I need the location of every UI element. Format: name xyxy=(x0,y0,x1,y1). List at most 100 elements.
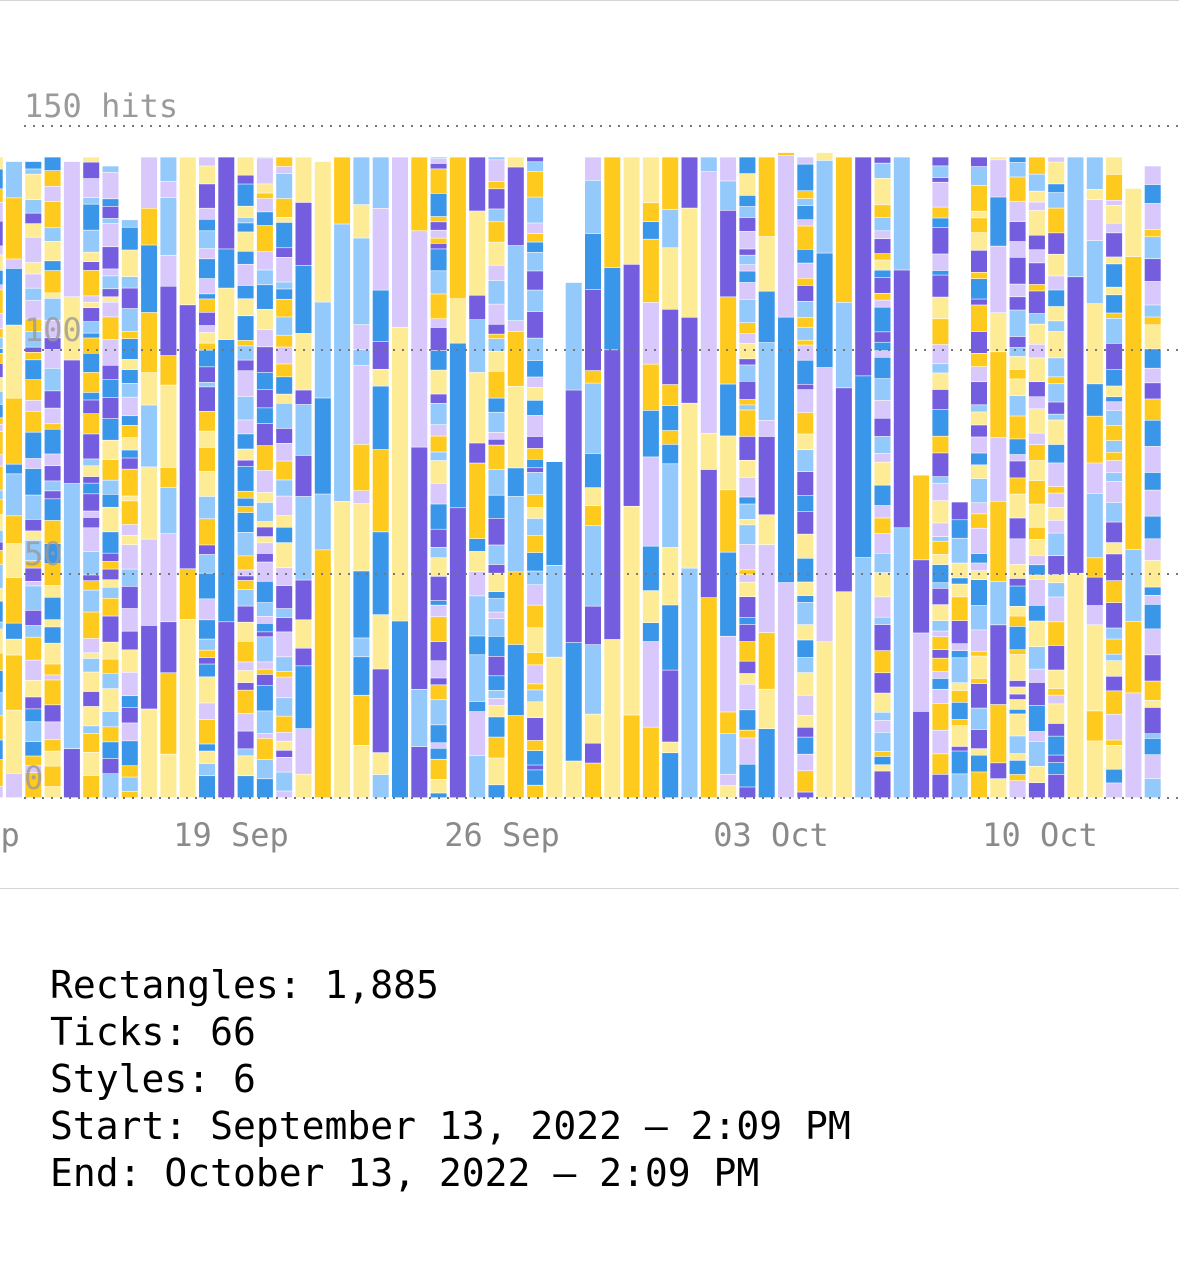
bar-segment xyxy=(276,791,293,798)
bar-segment xyxy=(971,729,987,749)
bar-segment xyxy=(1048,331,1065,358)
bar-segment xyxy=(1086,493,1103,558)
bar-segment xyxy=(276,282,293,289)
bar-segment xyxy=(758,436,775,515)
bar-segment xyxy=(469,596,486,636)
bar-segment xyxy=(700,433,717,470)
bar-segment xyxy=(102,276,119,289)
bar-segment xyxy=(1048,736,1065,755)
bar-segment xyxy=(0,202,3,221)
bar-segment xyxy=(199,471,215,497)
bar-segment xyxy=(951,774,968,798)
bar-segment xyxy=(1106,425,1123,441)
bar-segment xyxy=(1144,166,1161,185)
bar-segment xyxy=(1048,755,1065,763)
bar-segment xyxy=(44,261,61,271)
bar-segment xyxy=(488,222,505,242)
bar-segment xyxy=(739,271,756,283)
bar-segment xyxy=(1048,533,1065,556)
bar xyxy=(392,157,408,798)
bar-segment xyxy=(527,770,544,785)
bar-segment xyxy=(372,449,389,532)
bar-segment xyxy=(1144,281,1161,305)
bar-segment xyxy=(44,680,61,705)
bar-segment xyxy=(971,570,987,580)
bar-segment xyxy=(739,730,756,738)
bar-segment xyxy=(488,690,505,699)
bar-segment xyxy=(102,297,119,302)
bar-segment xyxy=(1028,504,1045,527)
bar-segment xyxy=(1009,284,1026,297)
bar-segment xyxy=(1086,711,1103,741)
bar-segment xyxy=(237,670,254,683)
bar-segment xyxy=(971,514,987,528)
bar-segment xyxy=(1144,734,1161,739)
bar-segment xyxy=(507,321,524,332)
bar-segment xyxy=(585,526,601,606)
bar-segment xyxy=(102,339,119,365)
bar-segment xyxy=(488,656,505,676)
bar-segment xyxy=(739,504,756,520)
bar-segment xyxy=(237,217,254,223)
bar-segment xyxy=(932,166,949,178)
bar-segment xyxy=(797,727,814,737)
bar-segment xyxy=(1144,655,1161,681)
bar-segment xyxy=(1144,349,1161,368)
bar-segment xyxy=(25,300,42,319)
bar xyxy=(1106,157,1123,798)
bar xyxy=(334,157,351,798)
bar-segment xyxy=(102,418,119,440)
bar-segment xyxy=(295,728,312,774)
bar xyxy=(121,220,138,798)
bar-segment xyxy=(469,157,486,211)
bar-segment xyxy=(199,519,215,545)
bar-segment xyxy=(1106,369,1123,386)
bar-segment xyxy=(102,269,119,276)
bar-segment xyxy=(199,620,215,639)
bar-segment xyxy=(276,173,293,199)
bar-segment xyxy=(44,751,61,766)
bar-segment xyxy=(199,447,215,472)
bar-segment xyxy=(334,157,351,224)
bar-segment xyxy=(488,432,505,439)
bar-segment xyxy=(83,528,100,552)
bar-segment xyxy=(256,329,273,347)
bar-segment xyxy=(527,785,544,798)
bar-segment xyxy=(295,666,312,729)
bar-segment xyxy=(1028,263,1045,285)
bar-segment xyxy=(430,327,447,351)
bar xyxy=(527,157,544,798)
bar-segment xyxy=(0,550,3,565)
bar-segment xyxy=(276,317,293,335)
bar-segment xyxy=(1048,306,1065,321)
bar-segment xyxy=(932,483,949,501)
bar-segment xyxy=(83,653,100,659)
bar-segment xyxy=(1048,520,1065,533)
bar-segment xyxy=(797,285,814,302)
bar-segment xyxy=(449,299,466,343)
bar-segment xyxy=(797,205,814,220)
bar-segment xyxy=(121,777,138,792)
bar-segment xyxy=(237,731,254,749)
bar-segment xyxy=(0,786,3,798)
bar xyxy=(565,282,582,798)
bar-segment xyxy=(0,285,3,290)
bar-segment xyxy=(121,766,138,777)
stat-styles: Styles: 6 xyxy=(50,1057,256,1101)
bar-segment xyxy=(488,334,505,339)
bar-segment xyxy=(276,527,293,543)
bar-segment xyxy=(256,372,273,390)
bar-segment xyxy=(1144,399,1161,420)
bar-segment xyxy=(237,682,254,690)
bar-segment xyxy=(199,431,215,448)
bar-segment xyxy=(797,511,814,534)
bar-segment xyxy=(527,740,544,751)
bar-segment xyxy=(720,490,737,552)
bar-segment xyxy=(739,582,756,597)
bar-segment xyxy=(102,379,119,398)
bar-segment xyxy=(237,184,254,206)
bar xyxy=(102,166,119,798)
bar-segment xyxy=(527,750,544,765)
bar-segment xyxy=(971,630,987,651)
bar-segment xyxy=(797,301,814,318)
